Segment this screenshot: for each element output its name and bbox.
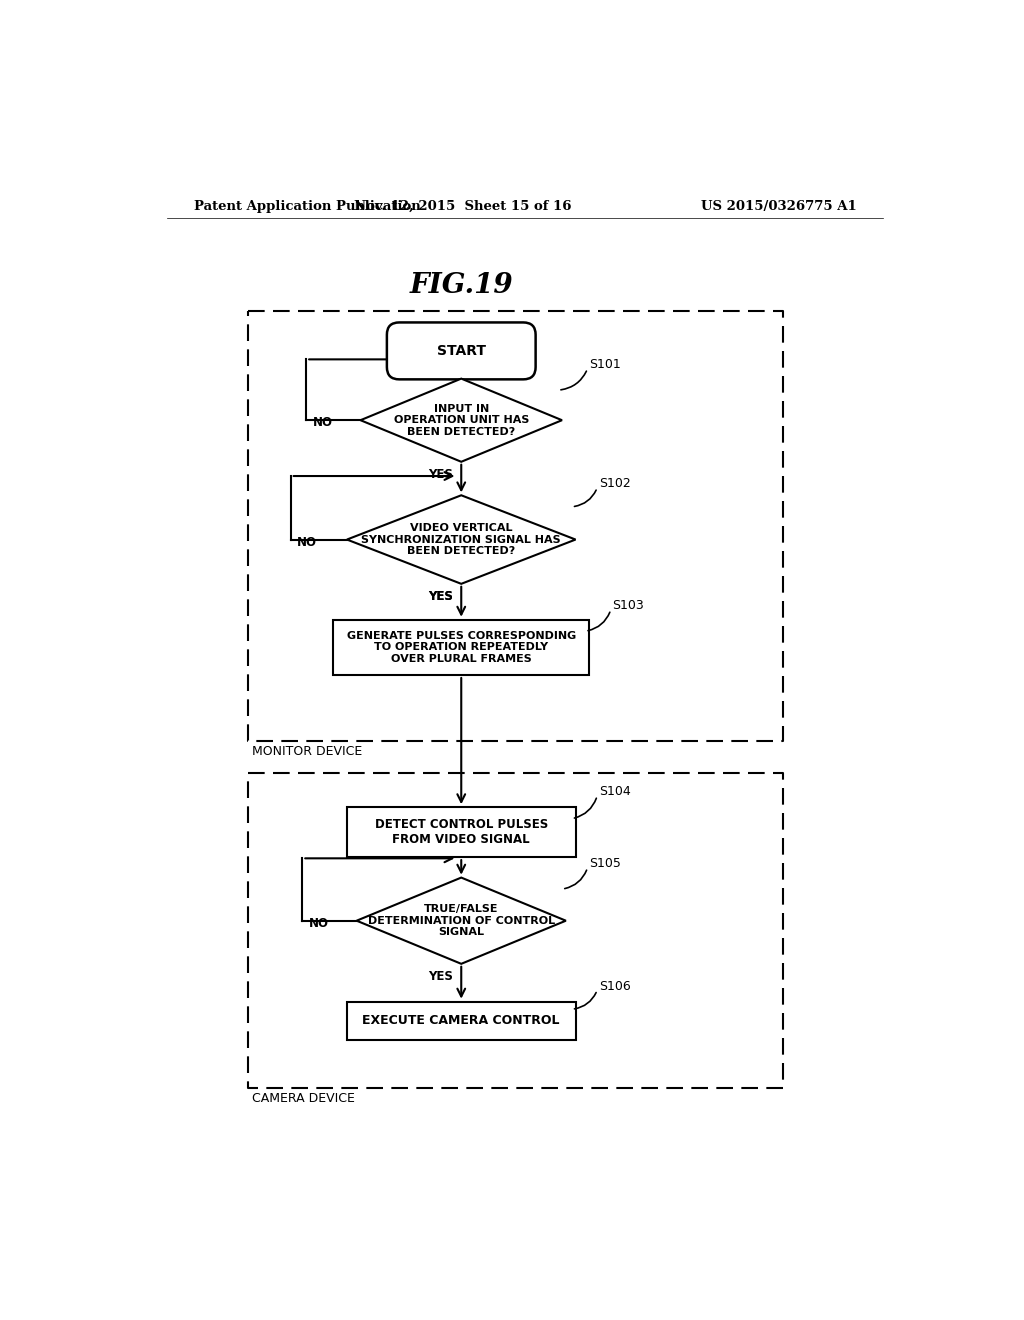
Text: S102: S102 [599, 478, 631, 490]
Bar [334, 619, 589, 675]
Text: GENERATE PULSES CORRESPONDING
TO OPERATION REPEATEDLY
OVER PLURAL FRAMES: GENERATE PULSES CORRESPONDING TO OPERATI… [347, 631, 575, 664]
Text: INPUT IN
OPERATION UNIT HAS
BEEN DETECTED?: INPUT IN OPERATION UNIT HAS BEEN DETECTE… [393, 404, 529, 437]
Text: DETECT CONTROL PULSES
FROM VIDEO SIGNAL: DETECT CONTROL PULSES FROM VIDEO SIGNAL [375, 818, 548, 846]
Text: Patent Application Publication: Patent Application Publication [194, 199, 421, 213]
Text: START: START [437, 345, 485, 358]
Text: S105: S105 [589, 857, 621, 870]
Text: YES: YES [429, 590, 454, 603]
Text: US 2015/0326775 A1: US 2015/0326775 A1 [700, 199, 856, 213]
FancyBboxPatch shape [387, 322, 536, 379]
Text: YES: YES [429, 469, 454, 480]
Text: YES: YES [429, 970, 454, 983]
Text: YES: YES [429, 590, 454, 603]
Polygon shape [356, 878, 566, 964]
Bar [347, 807, 575, 857]
Text: FIG.19: FIG.19 [410, 272, 513, 298]
Text: S101: S101 [589, 358, 621, 371]
Text: S103: S103 [612, 599, 644, 612]
Text: CAMERA DEVICE: CAMERA DEVICE [252, 1092, 355, 1105]
Text: VIDEO VERTICAL
SYNCHRONIZATION SIGNAL HAS
BEEN DETECTED?: VIDEO VERTICAL SYNCHRONIZATION SIGNAL HA… [361, 523, 561, 556]
Text: NO: NO [308, 917, 329, 929]
Text: TRUE/FALSE
DETERMINATION OF CONTROL
SIGNAL: TRUE/FALSE DETERMINATION OF CONTROL SIGN… [368, 904, 555, 937]
Text: MONITOR DEVICE: MONITOR DEVICE [252, 744, 362, 758]
Text: EXECUTE CAMERA CONTROL: EXECUTE CAMERA CONTROL [362, 1014, 560, 1027]
Text: S106: S106 [599, 979, 631, 993]
Text: NO: NO [312, 416, 333, 429]
Text: S104: S104 [599, 785, 631, 799]
Polygon shape [360, 379, 562, 462]
Polygon shape [347, 495, 575, 583]
Bar [347, 1002, 575, 1040]
Text: Nov. 12, 2015  Sheet 15 of 16: Nov. 12, 2015 Sheet 15 of 16 [354, 199, 571, 213]
Text: NO: NO [297, 536, 317, 549]
